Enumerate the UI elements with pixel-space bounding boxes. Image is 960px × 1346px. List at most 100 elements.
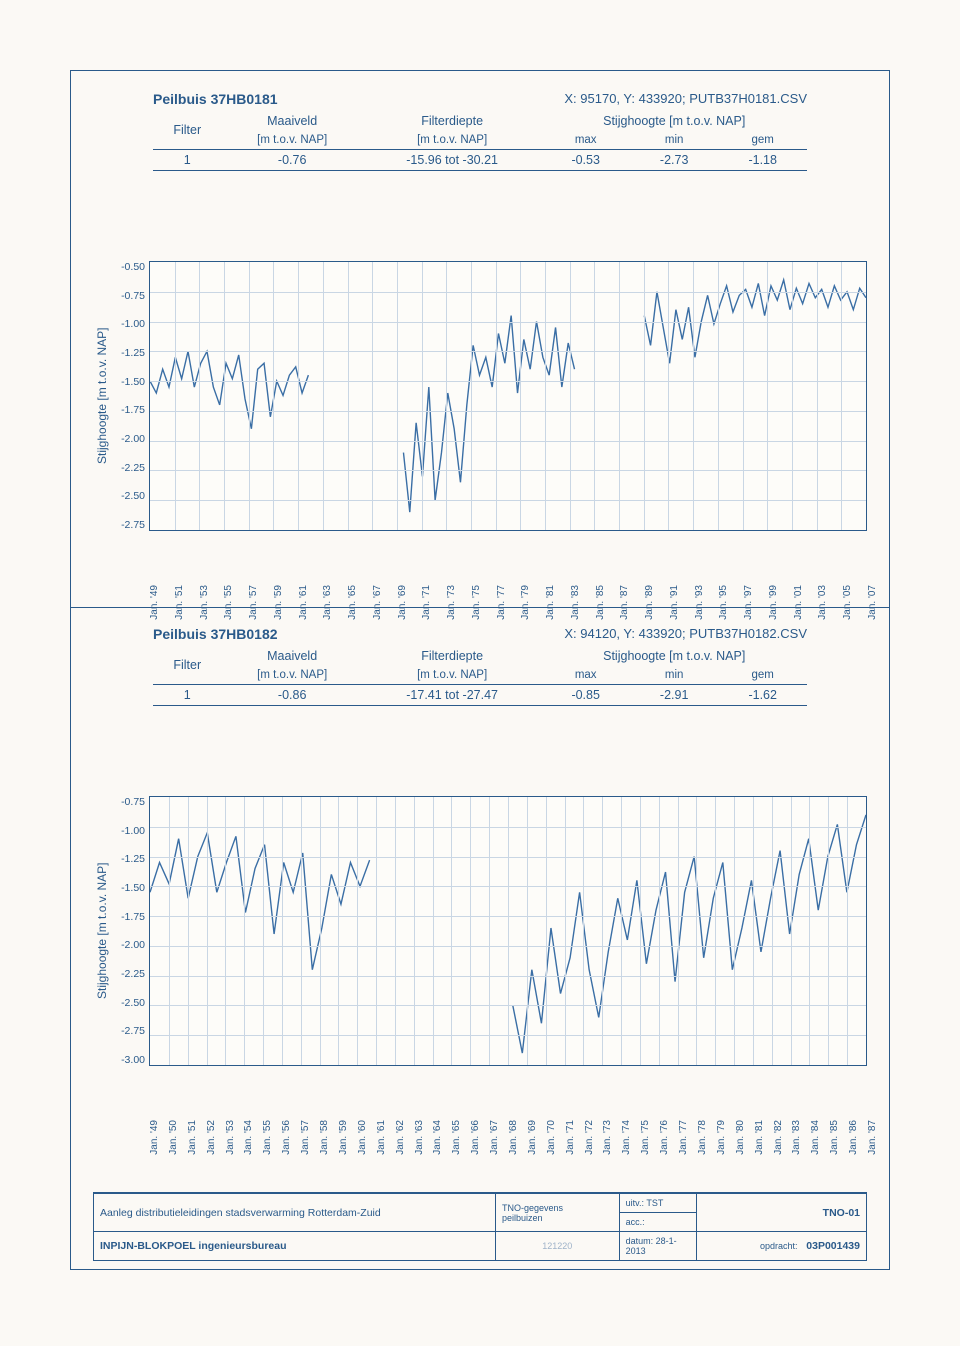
ytick: -0.75	[115, 290, 145, 302]
xtick: Jan. '62	[395, 1120, 406, 1155]
xtick: Jan. '61	[376, 1120, 387, 1155]
xtick: Jan. '49	[149, 585, 160, 620]
section1-meta: X: 95170, Y: 433920; PUTB37H0181.CSV	[564, 91, 807, 107]
xtick: Jan. '84	[810, 1120, 821, 1155]
table-row: 1 -0.86 -17.41 tot -27.47 -0.85 -2.91 -1…	[153, 685, 807, 706]
ytick: -2.75	[115, 1025, 145, 1037]
xtick: Jan. '53	[225, 1120, 236, 1155]
xtick: Jan. '85	[829, 1120, 840, 1155]
col-max: max	[541, 131, 629, 150]
chart1-yticks: -0.50-0.75-1.00-1.25-1.50-1.75-2.00-2.25…	[115, 261, 149, 531]
ytick: -0.75	[115, 796, 145, 808]
ytick: -1.50	[115, 882, 145, 894]
xtick: Jan. '74	[621, 1120, 632, 1155]
xtick: Jan. '07	[867, 585, 878, 620]
xtick: Jan. '55	[223, 585, 234, 620]
footer-block: Aanleg distributieleidingen stadsverwarm…	[93, 1192, 867, 1261]
chart2-ylabel: Stijghoogte [m t.o.v. NAP]	[93, 796, 115, 1066]
footer-opdracht: opdracht: 03P001439	[696, 1232, 866, 1261]
xtick: Jan. '72	[584, 1120, 595, 1155]
xtick: Jan. '49	[149, 1120, 160, 1155]
ytick: -2.50	[115, 490, 145, 502]
chart1-xticks: Jan. '49Jan. '51Jan. '53Jan. '55Jan. '57…	[149, 531, 867, 587]
ytick: -1.25	[115, 853, 145, 865]
xtick: Jan. '81	[545, 585, 556, 620]
section2-table: Filter Maaiveld Filterdiepte Stijghoogte…	[153, 646, 807, 706]
xtick: Jan. '79	[716, 1120, 727, 1155]
xtick: Jan. '79	[520, 585, 531, 620]
xtick: Jan. '57	[248, 585, 259, 620]
document-frame: Peilbuis 37HB0181 X: 95170, Y: 433920; P…	[70, 70, 890, 1270]
ytick: -1.00	[115, 825, 145, 837]
xtick: Jan. '77	[496, 585, 507, 620]
col-maaiveld-sub: [m t.o.v. NAP]	[222, 131, 363, 150]
xtick: Jan. '59	[338, 1120, 349, 1155]
footer-middle: TNO-gegevens peilbuizen	[495, 1194, 619, 1232]
ytick: -1.25	[115, 347, 145, 359]
xtick: Jan. '73	[602, 1120, 613, 1155]
ytick: -0.50	[115, 261, 145, 273]
section1-table: Filter Maaiveld Filterdiepte Stijghoogte…	[153, 111, 807, 171]
section1-title: Peilbuis 37HB0181	[153, 91, 278, 107]
xtick: Jan. '59	[273, 585, 284, 620]
xtick: Jan. '51	[174, 585, 185, 620]
section2-title: Peilbuis 37HB0182	[153, 626, 278, 642]
xtick: Jan. '93	[694, 585, 705, 620]
xtick: Jan. '91	[669, 585, 680, 620]
xtick: Jan. '83	[791, 1120, 802, 1155]
xtick: Jan. '55	[262, 1120, 273, 1155]
xtick: Jan. '65	[347, 585, 358, 620]
xtick: Jan. '95	[718, 585, 729, 620]
footer-project: Aanleg distributieleidingen stadsverwarm…	[94, 1194, 496, 1232]
xtick: Jan. '63	[322, 585, 333, 620]
xtick: Jan. '71	[565, 1120, 576, 1155]
col-filterdiepte-sub: [m t.o.v. NAP]	[363, 131, 542, 150]
xtick: Jan. '52	[206, 1120, 217, 1155]
ytick: -2.25	[115, 462, 145, 474]
section2-chart: Stijghoogte [m t.o.v. NAP] -0.75 -1.00 -1.…	[93, 796, 867, 1066]
xtick: Jan. '67	[372, 585, 383, 620]
ytick: -2.75	[115, 519, 145, 531]
xtick: Jan. '71	[421, 585, 432, 620]
xtick: Jan. '66	[470, 1120, 481, 1155]
xtick: Jan. '51	[187, 1120, 198, 1155]
chart1-ylabel: Stijghoogte [m t.o.v. NAP]	[93, 261, 115, 531]
xtick: Jan. '67	[489, 1120, 500, 1155]
xtick: Jan. '85	[595, 585, 606, 620]
xtick: Jan. '70	[546, 1120, 557, 1155]
xtick: Jan. '53	[199, 585, 210, 620]
xtick: Jan. '56	[281, 1120, 292, 1155]
footer-company: INPIJN-BLOKPOEL ingenieursbureau	[94, 1232, 496, 1261]
xtick: Jan. '69	[527, 1120, 538, 1155]
ytick: -1.75	[115, 404, 145, 416]
xtick: Jan. '73	[446, 585, 457, 620]
xtick: Jan. '75	[471, 585, 482, 620]
section-2: Peilbuis 37HB0182 X: 94120, Y: 433920; P…	[93, 626, 867, 1122]
ytick: -2.00	[115, 433, 145, 445]
xtick: Jan. '87	[619, 585, 630, 620]
xtick: Jan. '86	[848, 1120, 859, 1155]
col-filterdiepte: Filterdiepte	[363, 111, 542, 131]
xtick: Jan. '81	[754, 1120, 765, 1155]
xtick: Jan. '89	[644, 585, 655, 620]
xtick: Jan. '05	[842, 585, 853, 620]
xtick: Jan. '80	[735, 1120, 746, 1155]
footer-docright: TNO-01	[696, 1194, 866, 1232]
chart1-plot	[149, 261, 867, 531]
col-maaiveld: Maaiveld	[222, 111, 363, 131]
section1-chart: Stijghoogte [m t.o.v. NAP] -0.50 -0.75 -1.…	[93, 261, 867, 531]
chart2-yticks: -0.75-1.00-1.25-1.50-1.75-2.00-2.25-2.50…	[115, 796, 149, 1066]
col-min: min	[630, 131, 718, 150]
ytick: -2.25	[115, 968, 145, 980]
xtick: Jan. '69	[397, 585, 408, 620]
xtick: Jan. '78	[697, 1120, 708, 1155]
footer-acc: acc.:	[619, 1213, 696, 1232]
xtick: Jan. '76	[659, 1120, 670, 1155]
xtick: Jan. '03	[817, 585, 828, 620]
xtick: Jan. '97	[743, 585, 754, 620]
col-stijg: Stijghoogte [m t.o.v. NAP]	[541, 111, 807, 131]
footer-uitv: uitv.: TST	[619, 1194, 696, 1213]
xtick: Jan. '75	[640, 1120, 651, 1155]
table-row: 1 -0.76 -15.96 tot -30.21 -0.53 -2.73 -1…	[153, 150, 807, 171]
xtick: Jan. '58	[319, 1120, 330, 1155]
